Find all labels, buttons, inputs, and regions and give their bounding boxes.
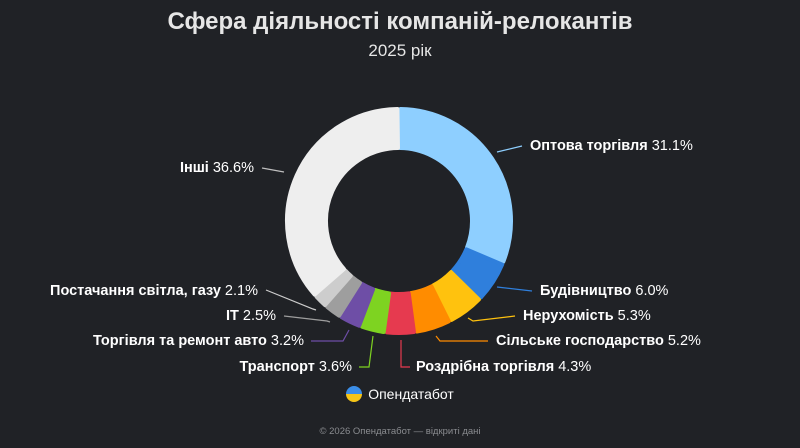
slice-label-name: Оптова торгівля [530,138,648,154]
chart-title: Сфера діяльності компаній-релокантів [167,8,633,35]
slice-label-value: 36.6% [208,160,254,176]
slice-label-name: Інші [179,160,209,176]
brand-name: Опендатабот [368,386,454,402]
slice-label-value: 3.6% [314,359,352,375]
slice-label-value: 2.5% [238,308,276,324]
donut-slice [408,284,451,334]
leader-line [496,286,533,292]
leader-line [283,315,331,323]
brand: Опендатабот [0,386,800,402]
slice-label-value: 5.2% [663,333,701,349]
donut-slice [285,107,400,297]
slice-label: Інші 36.6% [180,160,254,176]
leader-line [400,340,410,368]
leader-line [496,145,523,153]
slice-label-value: 6.0% [631,283,669,299]
slice-label: Постачання світла, газу 2.1% [50,283,258,299]
leader-line [261,167,285,173]
slice-label-value: 3.2% [266,333,304,349]
slice-label: Будівництво 6.0% [540,283,668,299]
slice-label-name: Сільське господарство [496,333,664,349]
slice-label-value: 4.3% [554,359,592,375]
leader-line [265,289,317,311]
donut-slice [339,281,376,328]
leader-line [467,315,516,322]
slice-label: IT 2.5% [226,308,276,324]
slice-label-name: Транспорт [239,359,315,375]
slice-label: Нерухомість 5.3% [523,308,651,324]
slice-label: Оптова торгівля 31.1% [530,138,693,154]
slice-label-name: Торгівля та ремонт авто [92,333,267,349]
slice-label: Сільське господарство 5.2% [496,333,701,349]
footer-copyright: © 2026 Опендатабот — відкриті дані [319,426,481,437]
slice-label-value: 2.1% [220,283,258,299]
chart-subtitle: 2025 рік [368,41,432,60]
slice-label: Торгівля та ремонт авто 3.2% [93,333,304,349]
slice-label-name: Роздрібна торгівля [416,359,555,375]
slice-label-value: 5.3% [613,308,651,324]
slice-label-name: Будівництво [540,283,632,299]
slice-label: Роздрібна торгівля 4.3% [416,359,591,375]
donut-slice [398,107,513,264]
opendatabot-logo-icon [346,386,363,402]
donut-slice [360,287,392,334]
donut-slice [431,270,481,322]
slice-label-name: Нерухомість [523,308,614,324]
donut-slice [450,247,505,300]
donut-slice [314,268,353,308]
slice-label: Транспорт 3.6% [239,359,352,375]
slice-label-value: 31.1% [647,138,693,154]
leader-line [311,329,350,342]
donut-slice [384,291,416,335]
leader-line [435,335,488,342]
donut-slice [325,275,362,318]
slice-label-name: Постачання світла, газу [50,283,221,299]
slice-label-name: IT [226,308,239,324]
leader-line [359,335,374,368]
